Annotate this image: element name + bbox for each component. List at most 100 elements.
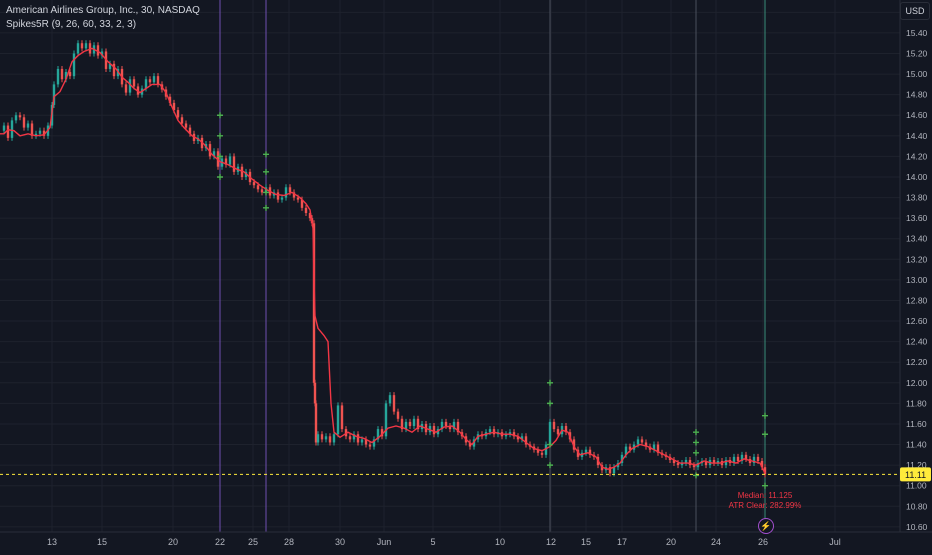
currency-button[interactable]: USD <box>900 2 930 20</box>
price-candle-body <box>356 434 360 443</box>
y-tick-label: 11.80 <box>906 398 927 408</box>
price-candle-body <box>396 411 400 419</box>
axes <box>0 0 932 533</box>
price-candle-body <box>724 459 728 466</box>
price-candle-body <box>564 426 568 433</box>
price-candle-body <box>588 449 592 455</box>
price-candle-body <box>60 68 64 80</box>
y-tick-label: 13.20 <box>906 254 928 264</box>
price-candle-body <box>696 463 700 468</box>
price-candle-body <box>380 429 384 437</box>
price-candle-body <box>760 460 764 468</box>
price-candle-body <box>432 426 436 435</box>
spike-marker <box>693 472 699 479</box>
price-candle-body <box>68 72 72 77</box>
price-candle-body <box>188 127 192 134</box>
price-candle-body <box>368 444 372 447</box>
y-tick-label: 11.40 <box>906 440 927 450</box>
price-candle-body <box>324 436 328 440</box>
price-candle-body <box>576 449 580 457</box>
y-tick-label: 12.20 <box>906 357 928 367</box>
price-candle-body <box>14 115 18 121</box>
price-candle-body <box>34 133 38 136</box>
price-candle-body <box>84 43 88 49</box>
price-candle-body <box>300 199 304 208</box>
x-tick-label: 22 <box>215 537 225 547</box>
price-candle-body <box>384 403 388 437</box>
price-candle-body <box>756 456 760 461</box>
price-candle-body <box>184 123 188 128</box>
y-tick-label: 11.00 <box>906 481 927 491</box>
price-candle-body <box>612 467 616 474</box>
x-tick-label: 20 <box>666 537 676 547</box>
price-candle-body <box>376 429 380 440</box>
spike-marker <box>217 173 223 180</box>
price-candle-body <box>108 63 112 69</box>
spike-marker <box>263 151 269 158</box>
price-candle-body <box>408 421 412 427</box>
x-tick-label: 12 <box>546 537 556 547</box>
price-candle-body <box>260 189 264 193</box>
price-candle-body <box>548 421 552 445</box>
y-tick-label: 12.60 <box>906 316 928 326</box>
x-tick-label: Jul <box>829 537 841 547</box>
price-candle-body <box>512 432 516 437</box>
price-candle-body <box>684 459 688 464</box>
price-candle-body <box>168 96 172 103</box>
y-tick-label: 11.60 <box>906 419 927 429</box>
x-tick-label: 15 <box>97 537 107 547</box>
price-candle-body <box>296 197 300 200</box>
spike-marker <box>762 431 768 438</box>
spike-marker <box>217 112 223 119</box>
price-candle-body <box>404 421 408 430</box>
price-candle-body <box>508 432 512 435</box>
price-candle-body <box>744 454 748 459</box>
indicator-title: Spikes5R (9, 26, 60, 33, 2, 3) <box>6 19 137 30</box>
y-tick-label: 10.80 <box>906 501 928 511</box>
price-candle-body <box>388 395 392 404</box>
price-candle-body <box>740 454 744 461</box>
price-candle-body <box>680 463 684 466</box>
price-candle-body <box>644 442 648 447</box>
x-tick-label: 25 <box>248 537 258 547</box>
price-candle-body <box>692 465 696 468</box>
price-candle-body <box>10 120 14 138</box>
current-price-line: 11.11 <box>0 467 931 482</box>
price-candle-body <box>152 76 156 83</box>
price-candle-body <box>763 467 767 475</box>
price-candle-body <box>56 68 60 85</box>
y-tick-label: 14.60 <box>906 110 928 120</box>
x-tick-label: 20 <box>168 537 178 547</box>
price-candle-body <box>240 166 244 177</box>
legend: American Airlines Group, Inc., 30, NASDA… <box>6 4 200 32</box>
y-tick-label: 12.40 <box>906 337 928 347</box>
price-candle-body <box>2 125 6 131</box>
price-candle-body <box>392 395 396 412</box>
price-candle-body <box>308 213 312 219</box>
spike-marker <box>693 449 699 456</box>
symbol-title: American Airlines Group, Inc., 30, NASDA… <box>6 5 200 16</box>
price-candle-body <box>292 192 296 198</box>
spike-marker <box>693 439 699 446</box>
x-tick-label: 26 <box>758 537 768 547</box>
x-tick-label: 5 <box>430 537 435 547</box>
lightning-icon[interactable]: ⚡ <box>758 518 774 534</box>
price-candle-body <box>536 449 540 453</box>
price-candle-body <box>232 156 236 172</box>
price-candle-body <box>100 51 104 56</box>
price-candle-body <box>732 456 736 464</box>
y-tick-label: 12.00 <box>906 378 928 388</box>
price-candle-body <box>96 45 100 56</box>
price-candle-body <box>256 185 260 190</box>
price-candle-body <box>22 117 26 128</box>
price-candle-body <box>672 459 676 464</box>
y-axis-ticks: 15.6015.4015.2015.0014.8014.6014.4014.20… <box>906 7 928 532</box>
price-candle-body <box>320 434 324 440</box>
price-candle-body <box>540 452 544 455</box>
price-candle-body <box>180 117 184 124</box>
x-tick-label: 15 <box>581 537 591 547</box>
